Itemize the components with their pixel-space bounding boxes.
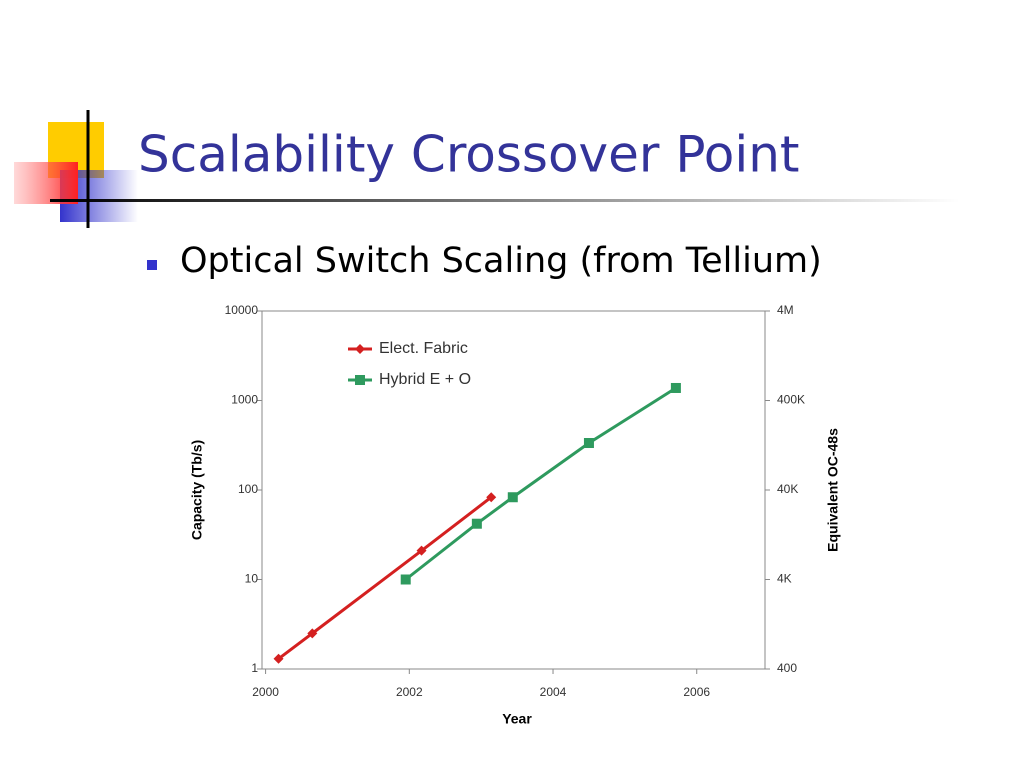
y-tick-label: 1000 [231,393,258,407]
y2-axis-label: Equivalent OC-48s [825,428,841,552]
deco-red [14,162,78,204]
y-tick-label: 1 [251,661,258,675]
marker [670,382,681,393]
marker [307,628,318,639]
y-axis-label: Capacity (Tb/s) [189,440,205,540]
legend-label: Hybrid E + O [379,371,471,388]
title-rule [50,199,960,202]
x-tick-label: 2006 [683,685,710,699]
slide-title: Scalability Crossover Point [138,126,800,184]
marker [507,492,518,503]
x-tick-label: 2000 [252,685,279,699]
legend-label: Elect. Fabric [379,340,468,357]
x-tick-label: 2002 [396,685,423,699]
series-line [404,386,677,581]
x-axis-label: Year [502,711,532,727]
y2-tick-label: 400K [777,393,805,407]
series-line [277,496,493,661]
marker [400,574,411,585]
x-tick-label: 2004 [540,685,567,699]
marker [416,545,427,556]
y-tick-label: 10000 [225,303,259,317]
y-tick-label: 10 [245,572,259,586]
y2-tick-label: 4K [777,572,792,586]
y2-tick-label: 40K [777,482,798,496]
legend-marker [355,375,365,385]
y2-tick-label: 4M [777,303,794,317]
marker [273,653,284,664]
bullet-text: Optical Switch Scaling (from Tellium) [180,241,822,281]
marker [486,492,497,503]
bullet-marker [147,260,157,270]
y2-tick-label: 400 [777,661,797,675]
marker [471,518,482,529]
legend-marker [355,344,365,354]
marker [583,438,594,449]
y-tick-label: 100 [238,482,258,496]
